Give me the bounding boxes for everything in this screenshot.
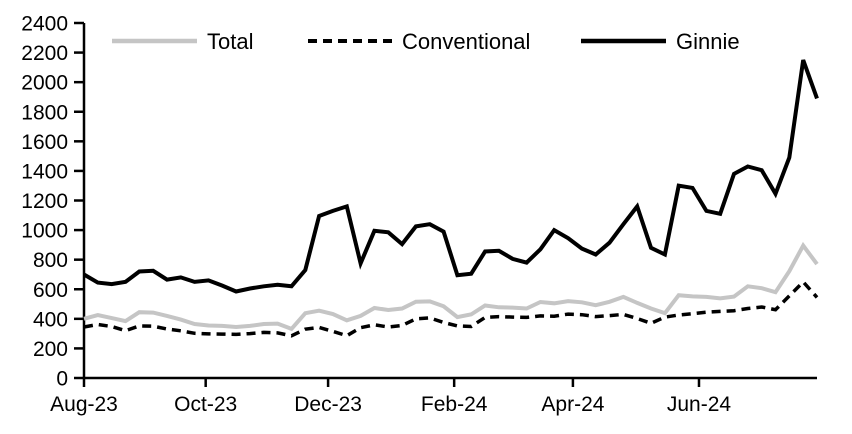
y-tick-label: 600 bbox=[33, 279, 68, 302]
y-tick-label: 400 bbox=[33, 308, 68, 331]
y-tick-label: 2200 bbox=[21, 42, 68, 65]
y-tick-label: 1000 bbox=[21, 220, 68, 243]
x-tick-label: Feb-24 bbox=[421, 393, 488, 416]
y-tick-label: 1800 bbox=[21, 101, 68, 124]
x-tick-label: Aug-23 bbox=[50, 393, 118, 416]
legend-label-conventional: Conventional bbox=[402, 29, 530, 54]
y-tick-label: 2000 bbox=[21, 72, 68, 95]
x-tick-label: Jun-24 bbox=[667, 393, 732, 416]
y-tick-label: 2400 bbox=[21, 13, 68, 36]
series-line-conventional bbox=[83, 279, 819, 338]
y-tick-label: 200 bbox=[33, 338, 68, 361]
x-tick-label: Oct-23 bbox=[174, 393, 237, 416]
series-line-ginnie bbox=[82, 59, 819, 294]
legend-label-total: Total bbox=[207, 29, 253, 54]
x-tick-label: Apr-24 bbox=[541, 393, 604, 416]
x-tick-label: Dec-23 bbox=[294, 393, 362, 416]
y-tick-label: 1400 bbox=[21, 160, 68, 183]
y-tick-label: 0 bbox=[56, 368, 68, 391]
y-tick-label: 1200 bbox=[21, 190, 68, 213]
legend-label-ginnie: Ginnie bbox=[676, 29, 740, 54]
y-tick-label: 800 bbox=[33, 249, 68, 272]
y-tick-label: 1600 bbox=[21, 131, 68, 154]
series-line-total bbox=[83, 241, 819, 332]
